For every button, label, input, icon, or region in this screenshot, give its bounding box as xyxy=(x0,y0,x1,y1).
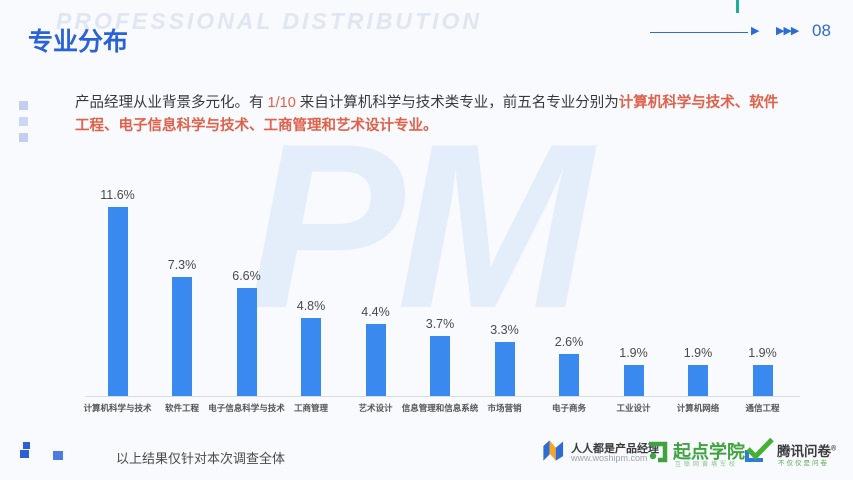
tencent-logo-text: 腾讯问卷® xyxy=(777,444,837,459)
bar-category-label: 计算机科学与技术 xyxy=(83,403,152,413)
intro-fraction-highlight: 1/10 xyxy=(267,95,296,111)
deco-square xyxy=(23,442,30,449)
bar xyxy=(107,207,128,396)
bar-value-label: 11.6% xyxy=(100,188,135,202)
bar-category-label: 工商管理 xyxy=(293,403,329,413)
bar xyxy=(752,365,773,396)
bar-group: 11.6% 计算机科学与技术 xyxy=(83,180,151,413)
bar-value-label: 3.7% xyxy=(425,317,455,331)
bar-group: 4.4% 艺术设计 xyxy=(358,180,392,413)
woshipm-url: www.woshipm.com xyxy=(571,453,648,463)
single-arrow-icon: ▶ xyxy=(751,25,760,37)
page-title: 专业分布 xyxy=(28,28,129,56)
bar-category-label: 信息管理和信息系统 xyxy=(401,403,479,413)
intro-text: 来自计算机科学与技术类专业，前五名专业分别为 xyxy=(295,95,619,111)
header-watermark-text: PROFESSIONAL DISTRIBUTION xyxy=(56,8,482,34)
qidian-logo-text: 起点学院 xyxy=(673,442,745,462)
qidian-tagline: 互联网黄埔军校 xyxy=(675,462,739,468)
survey-note: 以上结果仅针对本次调查全体 xyxy=(116,451,286,466)
pm-watermark: PM xyxy=(248,94,592,357)
bar-group: 6.6% 电子信息科学与技术 xyxy=(208,180,285,413)
paragraph-bullet-squares xyxy=(19,101,31,149)
bar xyxy=(236,288,257,396)
bar-value-label: 3.3% xyxy=(490,323,519,337)
teal-accent-tick xyxy=(736,0,739,13)
deco-square xyxy=(19,101,28,110)
bar-value-label: 7.3% xyxy=(167,258,197,272)
bar xyxy=(172,277,192,396)
bar-group: 3.3% 市场营销 xyxy=(487,180,521,413)
tencent-survey-logo-icon xyxy=(745,437,774,462)
bar-group: 2.6% 电子商务 xyxy=(552,180,586,413)
bar-group: 1.9% 工业设计 xyxy=(616,180,650,413)
deco-square xyxy=(20,450,29,458)
woshipm-logo-icon xyxy=(543,440,564,461)
bar xyxy=(559,354,579,396)
bar-value-label: 6.6% xyxy=(232,269,261,283)
bar-category-label: 通信工程 xyxy=(745,403,780,413)
bar-value-label: 1.9% xyxy=(683,346,713,360)
bar-chart: 11.6% 计算机科学与技术 7.3% 软件工程 6.6% 电子信息科学与技术 4.8% 工商… xyxy=(83,180,800,413)
bar-value-label: 1.9% xyxy=(619,346,648,360)
bar xyxy=(301,318,321,396)
bar-category-label: 艺术设计 xyxy=(358,403,393,413)
bar-category-label: 市场营销 xyxy=(487,403,522,413)
bar-group: 7.3% 软件工程 xyxy=(165,180,199,413)
bar-value-label: 4.8% xyxy=(296,299,326,313)
bar-category-label: 电子信息科学与技术 xyxy=(208,403,285,413)
bar-value-label: 2.6% xyxy=(554,335,584,349)
deco-square xyxy=(19,117,28,126)
bar-group: 4.8% 工商管理 xyxy=(294,180,328,413)
bar xyxy=(430,336,450,396)
bar-category-label: 电子商务 xyxy=(551,403,587,413)
page-number: 08 xyxy=(812,21,831,40)
qidian-logo-icon xyxy=(649,441,668,463)
intro-majors-highlight: 计算机科学与技术、软件工程、电子信息科学与技术、工商管理和艺术设计专业。 xyxy=(75,95,779,134)
bar-group: 1.9% 通信工程 xyxy=(745,180,779,413)
woshipm-logo-text: 人人都是产品经理 xyxy=(571,443,659,455)
bar-value-label: 1.9% xyxy=(748,346,777,360)
bar-group: 1.9% 计算机网络 xyxy=(677,180,720,413)
bar xyxy=(494,342,515,396)
tencent-tagline: 不仅仅是问卷 xyxy=(778,460,829,467)
bar xyxy=(688,365,708,396)
bar xyxy=(365,324,386,396)
bar-group: 3.7% 信息管理和信息系统 xyxy=(402,180,479,413)
intro-paragraph: 产品经理从业背景多元化。有 1/10 来自计算机科学与技术类专业，前五名专业分别… xyxy=(75,92,791,138)
deco-square xyxy=(19,133,28,142)
bar-category-label: 计算机网络 xyxy=(676,403,720,413)
registered-mark: ® xyxy=(831,445,837,453)
bar xyxy=(623,365,644,396)
header-rule-line xyxy=(650,32,748,33)
bar-category-label: 软件工程 xyxy=(164,403,200,413)
deco-square xyxy=(53,451,63,460)
bar-value-label: 4.4% xyxy=(361,305,390,319)
triple-arrow-icon: ▶▶▶ xyxy=(776,25,799,37)
intro-text: 产品经理从业背景多元化。有 xyxy=(75,95,268,111)
bar-category-label: 工业设计 xyxy=(616,403,651,413)
